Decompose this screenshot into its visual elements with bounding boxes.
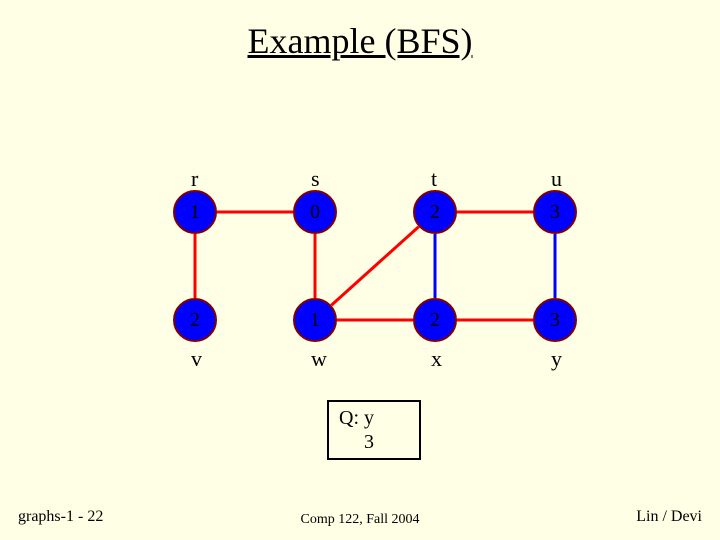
node-label-v: v <box>191 346 202 372</box>
node-label-w: w <box>311 346 327 372</box>
node-label-t: t <box>431 166 437 192</box>
node-r: 1 <box>173 190 217 234</box>
edge-w-t <box>331 227 418 306</box>
graph-edges <box>0 0 720 540</box>
graph-diagram: 1r0s2t3u2v1w2x3y <box>0 0 720 540</box>
node-y: 3 <box>533 298 577 342</box>
node-label-s: s <box>311 166 320 192</box>
node-label-y: y <box>551 346 562 372</box>
node-label-x: x <box>431 346 442 372</box>
node-t: 2 <box>413 190 457 234</box>
node-u: 3 <box>533 190 577 234</box>
node-w: 1 <box>293 298 337 342</box>
node-s: 0 <box>293 190 337 234</box>
node-x: 2 <box>413 298 457 342</box>
node-v: 2 <box>173 298 217 342</box>
node-label-u: u <box>551 166 562 192</box>
node-label-r: r <box>191 166 198 192</box>
